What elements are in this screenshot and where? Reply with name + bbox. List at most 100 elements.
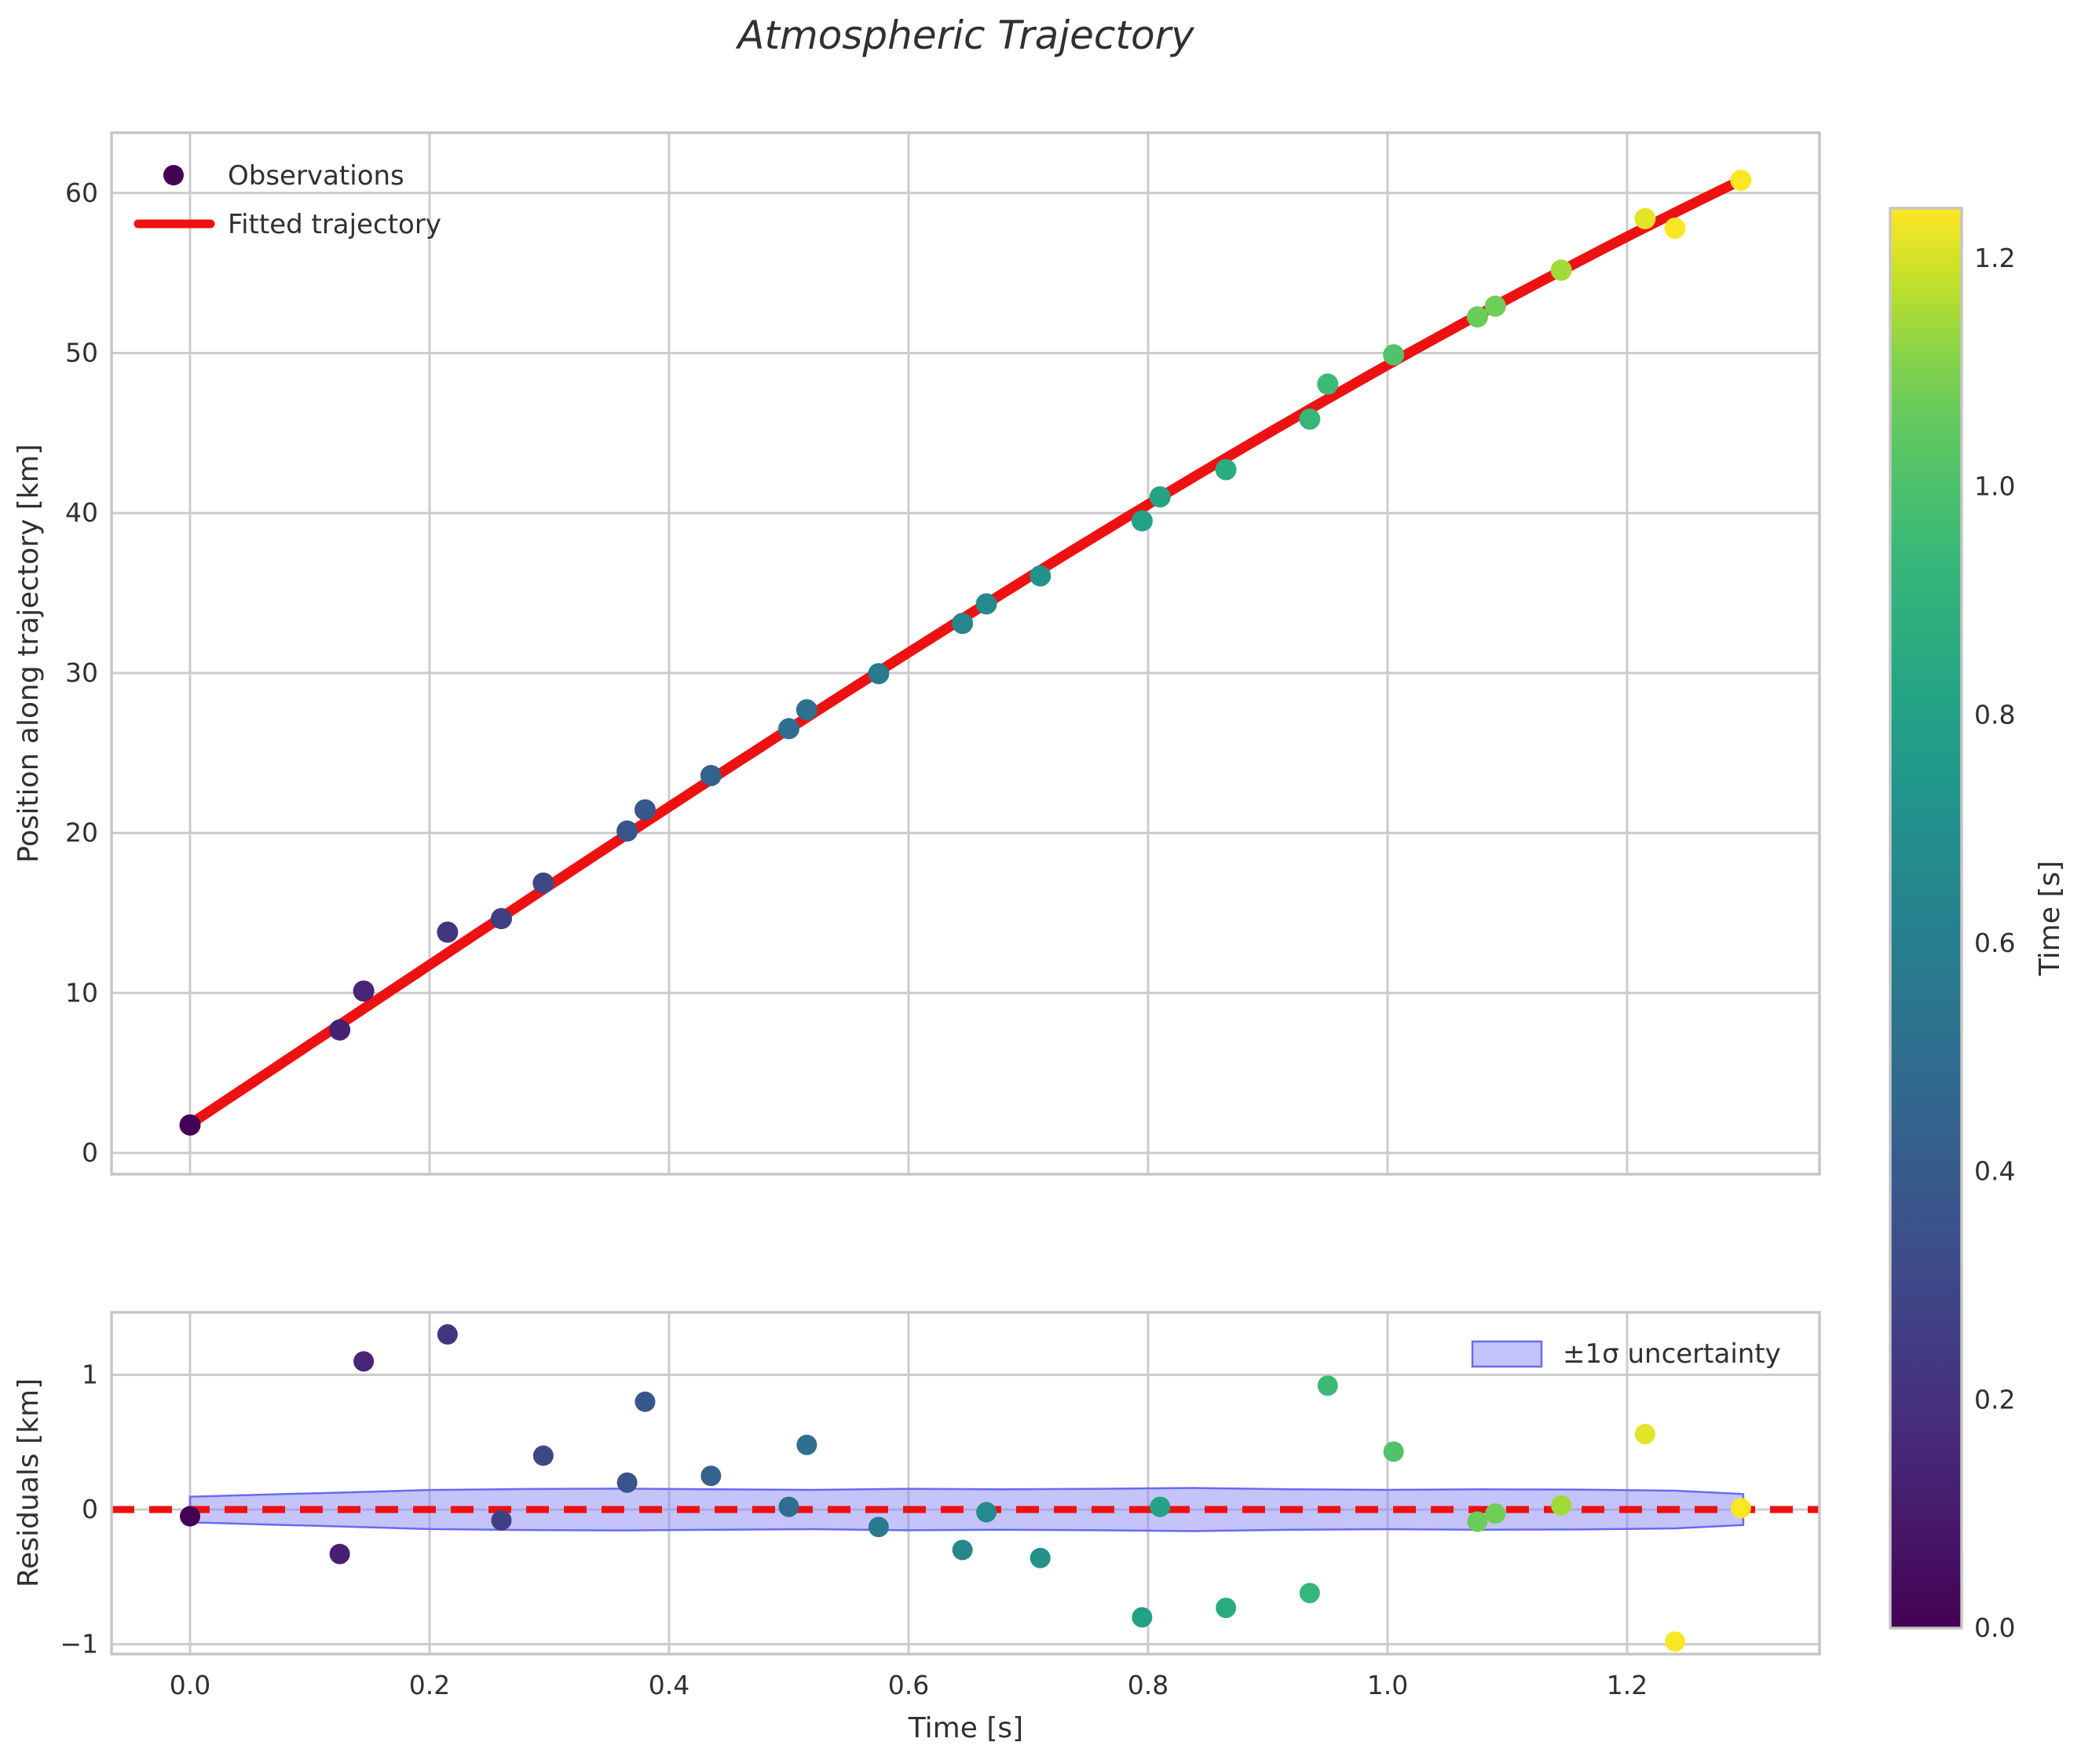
observation-point bbox=[868, 663, 890, 685]
observation-point bbox=[353, 980, 375, 1002]
residual-y-tick-label: 0 bbox=[82, 1494, 98, 1524]
observation-point bbox=[1664, 218, 1686, 240]
observation-point bbox=[1634, 207, 1656, 229]
residual-point bbox=[868, 1517, 889, 1538]
fitted-trajectory-line bbox=[185, 177, 1740, 1129]
observation-point bbox=[437, 921, 459, 943]
colorbar-tick-label: 0.2 bbox=[1974, 1384, 2015, 1414]
top-y-tick-label: 10 bbox=[65, 977, 98, 1008]
tick-labels: 0 10 20 30 40 50 60 −1 0 1 0.0 0.2 0.4 0.6 0.8 1.0 1.2 0.… bbox=[60, 177, 2015, 1700]
residual-point bbox=[1634, 1423, 1655, 1444]
x-tick-label: 0.2 bbox=[409, 1670, 450, 1700]
top-y-tick-label: 0 bbox=[82, 1137, 98, 1168]
residual-point bbox=[1132, 1607, 1153, 1628]
observation-point bbox=[795, 699, 817, 721]
residual-point bbox=[1485, 1503, 1506, 1524]
residual-point bbox=[1665, 1631, 1685, 1652]
residual-point bbox=[976, 1502, 997, 1523]
observation-point bbox=[1730, 170, 1752, 192]
top-y-tick-label: 60 bbox=[65, 177, 98, 208]
residual-y-tick-label: −1 bbox=[60, 1629, 98, 1660]
top-legend: Observations Fitted trajectory bbox=[133, 160, 441, 240]
x-tick-label: 0.0 bbox=[170, 1670, 210, 1700]
top-y-tick-label: 30 bbox=[65, 657, 98, 688]
top-y-tick-label: 50 bbox=[65, 338, 98, 368]
residual-point bbox=[532, 1445, 554, 1466]
x-tick-label: 0.4 bbox=[649, 1670, 689, 1700]
x-axis-label: Time [s] bbox=[908, 1712, 1023, 1744]
residual-legend: ±1σ uncertainty bbox=[1471, 1338, 1781, 1370]
observation-points bbox=[179, 170, 1752, 1136]
residual-point bbox=[796, 1434, 817, 1455]
residual-point bbox=[635, 1391, 656, 1412]
observation-point bbox=[1299, 408, 1321, 430]
observation-point bbox=[975, 593, 997, 615]
residual-point bbox=[1150, 1496, 1171, 1517]
observation-point bbox=[1317, 373, 1339, 395]
colorbar-tick-label: 0.4 bbox=[1974, 1156, 2015, 1187]
residual-point bbox=[1030, 1547, 1051, 1568]
residual-y-tick-label: 1 bbox=[82, 1360, 98, 1390]
residual-point bbox=[952, 1539, 973, 1561]
residual-point bbox=[1383, 1441, 1404, 1462]
legend-fitted-label: Fitted trajectory bbox=[228, 209, 441, 240]
x-tick-label: 0.6 bbox=[888, 1670, 929, 1700]
residual-panel-spines bbox=[110, 1311, 1821, 1656]
legend-band-label: ±1σ uncertainty bbox=[1563, 1338, 1781, 1370]
observation-point bbox=[1149, 486, 1171, 508]
uncertainty-band bbox=[188, 1487, 1745, 1532]
x-tick-label: 1.0 bbox=[1367, 1670, 1408, 1700]
residual-point bbox=[1299, 1583, 1320, 1604]
observation-point bbox=[329, 1019, 351, 1041]
legend-observations-marker bbox=[163, 165, 184, 185]
top-panel-spines bbox=[110, 131, 1821, 1176]
observation-point bbox=[1215, 459, 1237, 481]
top-y-tick-label: 20 bbox=[65, 818, 98, 848]
observation-point bbox=[635, 799, 656, 821]
x-tick-label: 1.2 bbox=[1607, 1670, 1648, 1700]
colorbar bbox=[1889, 207, 1963, 1630]
residual-point bbox=[616, 1472, 638, 1493]
x-tick-label: 0.8 bbox=[1128, 1670, 1169, 1700]
colorbar-tick-label: 0.8 bbox=[1974, 699, 2015, 730]
observation-point bbox=[1466, 306, 1488, 328]
colorbar-tick-label: 0.6 bbox=[1974, 928, 2015, 958]
observation-point bbox=[491, 908, 512, 930]
observation-point bbox=[700, 764, 722, 786]
residual-points bbox=[180, 1324, 1751, 1652]
observation-point bbox=[1484, 295, 1506, 317]
observation-point bbox=[952, 613, 974, 635]
colorbar-tick-label: 1.2 bbox=[1974, 243, 2015, 273]
colorbar-tick-label: 1.0 bbox=[1974, 471, 2015, 502]
residual-point bbox=[1730, 1498, 1751, 1519]
residual-point bbox=[180, 1506, 200, 1527]
residual-point bbox=[437, 1324, 458, 1345]
colorbar-tick-label: 0.0 bbox=[1974, 1612, 2015, 1643]
observation-point bbox=[1030, 565, 1051, 587]
residual-point bbox=[778, 1496, 799, 1517]
residual-panel-grid bbox=[112, 1312, 1820, 1654]
residual-y-axis-label: Residuals [km] bbox=[13, 1378, 45, 1587]
residual-point bbox=[1317, 1375, 1338, 1396]
observation-point bbox=[1383, 344, 1405, 366]
top-y-axis-label: Position along trajectory [km] bbox=[13, 444, 45, 862]
observation-point bbox=[179, 1114, 201, 1136]
residual-point bbox=[1216, 1597, 1237, 1619]
observation-point bbox=[1131, 510, 1153, 532]
top-y-tick-label: 40 bbox=[65, 497, 98, 528]
residual-point bbox=[353, 1351, 375, 1372]
legend-observations-label: Observations bbox=[228, 160, 404, 192]
colorbar-label: Time [s] bbox=[2034, 861, 2066, 976]
observation-point bbox=[778, 718, 799, 740]
top-panel-grid bbox=[112, 133, 1820, 1174]
legend-band-swatch bbox=[1471, 1340, 1543, 1368]
chart-title: Atmospheric Trajectory bbox=[735, 13, 1195, 58]
residual-point bbox=[1551, 1495, 1572, 1516]
residual-point bbox=[1467, 1511, 1488, 1532]
residual-point bbox=[329, 1543, 350, 1565]
observation-point bbox=[532, 872, 554, 894]
observation-point bbox=[1550, 259, 1572, 281]
residual-point bbox=[491, 1510, 512, 1531]
observation-point bbox=[616, 820, 638, 842]
